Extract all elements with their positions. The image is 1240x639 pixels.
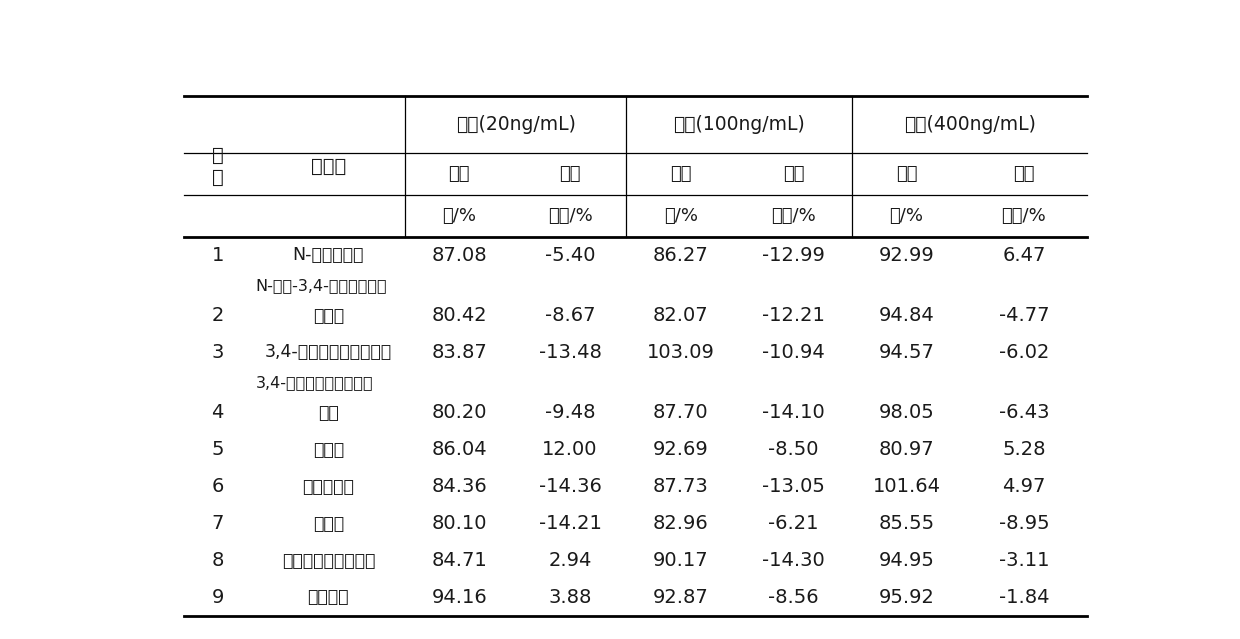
Text: 基质: 基质 <box>1013 165 1034 183</box>
Text: -8.50: -8.50 <box>769 440 818 459</box>
Text: 103.09: 103.09 <box>647 343 714 362</box>
Text: 回收: 回收 <box>449 165 470 183</box>
Text: -14.30: -14.30 <box>763 551 825 570</box>
Text: 效应/%: 效应/% <box>1002 206 1047 225</box>
Text: 92.99: 92.99 <box>879 245 935 265</box>
Text: 3,4-亚甲基二氧基苯丙胺: 3,4-亚甲基二氧基苯丙胺 <box>265 344 392 362</box>
Text: 基质: 基质 <box>559 165 580 183</box>
Text: 效应/%: 效应/% <box>548 206 593 225</box>
Text: 回收: 回收 <box>670 165 692 183</box>
Text: 82.96: 82.96 <box>652 514 708 533</box>
Text: -3.11: -3.11 <box>998 551 1049 570</box>
Text: 1: 1 <box>212 245 224 265</box>
Text: 率/%: 率/% <box>443 206 476 225</box>
Text: 司来吉兰: 司来吉兰 <box>308 589 350 606</box>
Text: 8: 8 <box>212 551 224 570</box>
Text: -6.21: -6.21 <box>769 514 818 533</box>
Text: 3,4-亚甲基二氧基甲基苯: 3,4-亚甲基二氧基甲基苯 <box>255 375 373 390</box>
Text: 5: 5 <box>212 440 224 459</box>
Text: 浓度(100ng/mL): 浓度(100ng/mL) <box>673 115 805 134</box>
Text: 回收: 回收 <box>895 165 918 183</box>
Text: 87.73: 87.73 <box>652 477 708 497</box>
Text: 86.04: 86.04 <box>432 440 487 459</box>
Text: 82.07: 82.07 <box>652 306 708 325</box>
Text: 94.16: 94.16 <box>432 588 487 607</box>
Text: -14.10: -14.10 <box>763 403 825 422</box>
Text: 94.57: 94.57 <box>879 343 935 362</box>
Text: 83.87: 83.87 <box>432 343 487 362</box>
Text: 101.64: 101.64 <box>873 477 940 497</box>
Text: 7: 7 <box>212 514 224 533</box>
Text: 基质: 基质 <box>782 165 805 183</box>
Text: 2: 2 <box>212 306 224 325</box>
Text: -6.02: -6.02 <box>998 343 1049 362</box>
Text: 5.28: 5.28 <box>1002 440 1045 459</box>
Text: 目标物: 目标物 <box>311 157 346 176</box>
Text: 92.87: 92.87 <box>652 588 708 607</box>
Text: 84.36: 84.36 <box>432 477 487 497</box>
Text: -12.21: -12.21 <box>763 306 825 325</box>
Text: 对甲氧基甲基苄丙胺: 对甲氧基甲基苄丙胺 <box>281 551 374 569</box>
Text: 率/%: 率/% <box>889 206 924 225</box>
Text: -10.94: -10.94 <box>763 343 825 362</box>
Text: -1.84: -1.84 <box>998 588 1049 607</box>
Text: 效应/%: 效应/% <box>771 206 816 225</box>
Text: -14.21: -14.21 <box>538 514 601 533</box>
Text: 90.17: 90.17 <box>652 551 708 570</box>
Text: 率/%: 率/% <box>663 206 698 225</box>
Text: -9.48: -9.48 <box>544 403 595 422</box>
Text: 苯丙胺: 苯丙胺 <box>312 307 343 325</box>
Text: 麻黄碱: 麻黄碱 <box>312 514 343 533</box>
Text: N-异丙基苄胺: N-异丙基苄胺 <box>293 246 365 264</box>
Text: -4.77: -4.77 <box>998 306 1049 325</box>
Text: 87.08: 87.08 <box>432 245 487 265</box>
Text: 6: 6 <box>212 477 224 497</box>
Text: -8.95: -8.95 <box>998 514 1049 533</box>
Text: 86.27: 86.27 <box>652 245 708 265</box>
Text: 9: 9 <box>212 588 224 607</box>
Text: 浓度(400ng/mL): 浓度(400ng/mL) <box>904 115 1035 134</box>
Text: 4: 4 <box>212 403 224 422</box>
Text: 丙胺: 丙胺 <box>317 404 339 422</box>
Text: 3.88: 3.88 <box>548 588 591 607</box>
Text: 94.95: 94.95 <box>879 551 935 570</box>
Text: -6.43: -6.43 <box>998 403 1049 422</box>
Text: N-乙基-3,4-亚甲基二氧基: N-乙基-3,4-亚甲基二氧基 <box>255 278 387 293</box>
Text: 80.42: 80.42 <box>432 306 487 325</box>
Text: 序
号: 序 号 <box>212 146 223 187</box>
Text: -14.36: -14.36 <box>538 477 601 497</box>
Text: 95.92: 95.92 <box>879 588 935 607</box>
Text: -8.67: -8.67 <box>544 306 595 325</box>
Text: 12.00: 12.00 <box>542 440 598 459</box>
Text: 2.94: 2.94 <box>548 551 591 570</box>
Text: 甲基苯丙胺: 甲基苯丙胺 <box>303 478 355 496</box>
Text: 80.20: 80.20 <box>432 403 487 422</box>
Text: 浓度(20ng/mL): 浓度(20ng/mL) <box>456 115 575 134</box>
Text: 85.55: 85.55 <box>878 514 935 533</box>
Text: -8.56: -8.56 <box>769 588 818 607</box>
Text: -12.99: -12.99 <box>763 245 825 265</box>
Text: 84.71: 84.71 <box>432 551 487 570</box>
Text: 80.97: 80.97 <box>879 440 934 459</box>
Text: 98.05: 98.05 <box>879 403 935 422</box>
Text: 苯丙胺: 苯丙胺 <box>312 441 343 459</box>
Text: 87.70: 87.70 <box>652 403 708 422</box>
Text: 80.10: 80.10 <box>432 514 487 533</box>
Text: -5.40: -5.40 <box>544 245 595 265</box>
Text: -13.05: -13.05 <box>763 477 825 497</box>
Text: 6.47: 6.47 <box>1002 245 1045 265</box>
Text: 4.97: 4.97 <box>1002 477 1045 497</box>
Text: -13.48: -13.48 <box>538 343 601 362</box>
Text: 94.84: 94.84 <box>879 306 935 325</box>
Text: 92.69: 92.69 <box>652 440 708 459</box>
Text: 3: 3 <box>212 343 224 362</box>
